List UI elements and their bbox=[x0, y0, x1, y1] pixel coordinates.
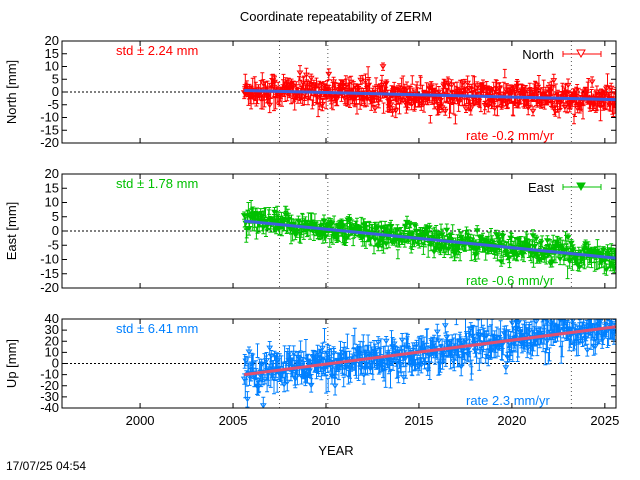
y-tick-label: -15 bbox=[40, 122, 59, 137]
trend-line bbox=[244, 88, 616, 102]
y-tick-label: -10 bbox=[40, 110, 59, 125]
y-tick-label: 0 bbox=[52, 223, 59, 238]
std-label: std ± 2.24 mm bbox=[116, 43, 198, 58]
y-tick-label: 20 bbox=[45, 333, 59, 348]
std-label: std ± 1.78 mm bbox=[116, 176, 198, 191]
y-tick-label: 5 bbox=[52, 71, 59, 86]
plot-frame bbox=[61, 173, 617, 289]
y-tick-label: -5 bbox=[47, 237, 59, 252]
rate-label: rate -0.2 mm/yr bbox=[466, 128, 555, 143]
x-tick-label: 2020 bbox=[497, 413, 526, 428]
y-tick-label: 40 bbox=[45, 311, 59, 326]
std-label: std ± 6.41 mm bbox=[116, 321, 198, 336]
y-tick-label: 15 bbox=[45, 46, 59, 61]
x-axis-label: YEAR bbox=[318, 443, 353, 458]
y-tick-label: -20 bbox=[40, 378, 59, 393]
legend-label: North bbox=[522, 47, 554, 62]
y-tick-label: -10 bbox=[40, 367, 59, 382]
y-tick-label: -15 bbox=[40, 266, 59, 281]
plot-frame bbox=[61, 40, 617, 144]
y-axis-label: Up [mm] bbox=[4, 339, 19, 388]
trend-line bbox=[244, 219, 616, 260]
y-tick-label: -20 bbox=[40, 135, 59, 150]
data-series-north bbox=[240, 62, 616, 125]
rate-label: rate 2.3 mm/yr bbox=[466, 393, 550, 408]
y-tick-label: 15 bbox=[45, 180, 59, 195]
trend-line bbox=[243, 325, 616, 377]
y-tick-label: 5 bbox=[52, 209, 59, 224]
y-tick-label: 20 bbox=[45, 166, 59, 181]
y-tick-label: 0 bbox=[52, 84, 59, 99]
y-axis-label: East [mm] bbox=[4, 202, 19, 261]
y-tick-label: -30 bbox=[40, 389, 59, 404]
y-tick-label: 10 bbox=[45, 344, 59, 359]
legend-label: East bbox=[528, 180, 554, 195]
y-tick-label: 10 bbox=[45, 59, 59, 74]
data-series-east bbox=[240, 200, 616, 280]
x-tick-label: 2025 bbox=[590, 413, 619, 428]
y-tick-label: -40 bbox=[40, 400, 59, 415]
y-tick-label: -20 bbox=[40, 280, 59, 295]
legend-marker bbox=[576, 182, 586, 192]
x-tick-label: 2005 bbox=[219, 413, 248, 428]
y-tick-label: -10 bbox=[40, 252, 59, 267]
y-tick-label: 0 bbox=[52, 356, 59, 371]
timestamp: 17/07/25 04:54 bbox=[6, 459, 87, 473]
y-tick-label: 30 bbox=[45, 322, 59, 337]
y-tick-label: -5 bbox=[47, 97, 59, 112]
y-tick-label: 20 bbox=[45, 33, 59, 48]
rate-label: rate -0.6 mm/yr bbox=[466, 273, 555, 288]
plot-frame bbox=[61, 318, 617, 409]
x-tick-label: 2015 bbox=[404, 413, 433, 428]
x-tick-label: 2010 bbox=[312, 413, 341, 428]
data-points bbox=[240, 62, 616, 125]
data-series-up bbox=[240, 319, 616, 408]
chart-title: Coordinate repeatability of ZERM bbox=[240, 9, 432, 24]
y-axis-label: North [mm] bbox=[4, 60, 19, 124]
x-tick-label: 2000 bbox=[126, 413, 155, 428]
legend-marker bbox=[576, 49, 586, 59]
y-tick-label: 10 bbox=[45, 195, 59, 210]
